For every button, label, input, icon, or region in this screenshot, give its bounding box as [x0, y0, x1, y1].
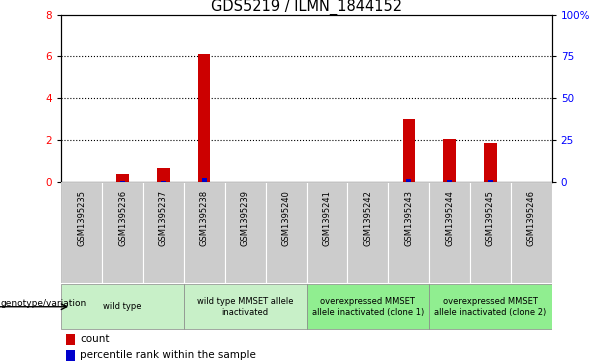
Bar — [116, 174, 129, 182]
Text: wild type MMSET allele
inactivated: wild type MMSET allele inactivated — [197, 297, 294, 317]
Text: wild type: wild type — [104, 302, 142, 311]
Bar — [202, 178, 207, 182]
Text: GSM1395239: GSM1395239 — [241, 189, 249, 246]
Bar — [61, 284, 184, 329]
Text: GSM1395235: GSM1395235 — [77, 189, 86, 246]
Text: overexpressed MMSET
allele inactivated (clone 2): overexpressed MMSET allele inactivated (… — [434, 297, 547, 317]
Text: GSM1395242: GSM1395242 — [364, 189, 372, 245]
Text: GSM1395241: GSM1395241 — [322, 189, 332, 245]
Text: GSM1395244: GSM1395244 — [445, 189, 454, 245]
Bar — [225, 182, 265, 283]
Bar — [161, 181, 166, 182]
Text: count: count — [80, 334, 110, 344]
Text: GSM1395237: GSM1395237 — [159, 189, 168, 246]
Bar — [511, 182, 552, 283]
Bar — [348, 182, 388, 283]
Bar — [388, 182, 429, 283]
Bar — [429, 182, 470, 283]
Bar — [184, 284, 306, 329]
Text: overexpressed MMSET
allele inactivated (clone 1): overexpressed MMSET allele inactivated (… — [311, 297, 424, 317]
Text: genotype/variation: genotype/variation — [1, 299, 87, 307]
Bar — [406, 179, 411, 182]
Bar — [61, 182, 102, 283]
Bar — [403, 119, 415, 182]
Bar — [265, 182, 306, 283]
Bar — [66, 350, 75, 362]
Text: GSM1395238: GSM1395238 — [200, 189, 209, 246]
Text: GSM1395236: GSM1395236 — [118, 189, 127, 246]
Bar — [306, 182, 348, 283]
Bar — [443, 139, 455, 182]
Text: GSM1395243: GSM1395243 — [404, 189, 413, 246]
Bar — [447, 180, 452, 182]
Bar — [470, 182, 511, 283]
Bar — [184, 182, 225, 283]
Text: percentile rank within the sample: percentile rank within the sample — [80, 351, 256, 360]
Bar — [488, 180, 493, 182]
Bar — [484, 143, 497, 182]
Text: GSM1395240: GSM1395240 — [281, 189, 291, 245]
Bar — [429, 284, 552, 329]
Title: GDS5219 / ILMN_1844152: GDS5219 / ILMN_1844152 — [211, 0, 402, 15]
Bar — [66, 334, 75, 345]
Text: GSM1395246: GSM1395246 — [527, 189, 536, 246]
Bar — [306, 284, 429, 329]
Bar — [143, 182, 184, 283]
Bar — [102, 182, 143, 283]
Text: GSM1395245: GSM1395245 — [486, 189, 495, 245]
Bar — [198, 54, 210, 182]
Bar — [158, 168, 170, 182]
